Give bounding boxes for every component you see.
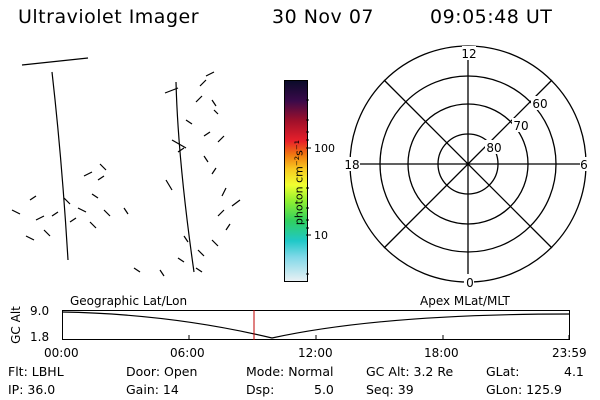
door-field: Door: Open (126, 364, 198, 379)
time-tick-1800: 18:00 (424, 346, 459, 360)
glat-value: 4.1 (564, 364, 584, 379)
alt-tick-9: 9.0 (30, 304, 50, 318)
colorbar-tick-100: 100 (314, 142, 335, 155)
polar-label-6: 6 (580, 158, 588, 172)
alt-tick-1.8: 1.8 (30, 330, 50, 344)
filter-field: Flt: LBHL (8, 364, 64, 379)
glat-label: GLat: (486, 364, 520, 379)
date-label: 30 Nov 07 (272, 6, 375, 28)
gain-field: Gain: 14 (126, 382, 179, 397)
glon-field: GLon: 125.9 (486, 382, 562, 397)
apex-mlat-mlt-label: Apex MLat/MLT (420, 294, 510, 308)
polar-lat-80: 80 (486, 141, 501, 155)
ip-field: IP: 36.0 (8, 382, 56, 397)
colorbar-unit-label: photon cm⁻²s⁻¹ (292, 139, 306, 226)
gc-alt-axis-label: GC Alt (9, 306, 23, 344)
color-scale-ticks (306, 99, 311, 275)
page-title: Ultraviolet Imager (18, 6, 200, 28)
color-scale-bar (284, 80, 308, 282)
time-label: 09:05:48 UT (430, 6, 553, 28)
polar-label-18: 18 (344, 158, 359, 172)
geographic-image-panel (11, 57, 241, 277)
colorbar-tick-10: 10 (314, 229, 328, 242)
polar-label-12: 12 (461, 47, 476, 61)
polar-plot: 12 18 6 0 60 70 80 (344, 45, 592, 290)
time-tick-0000: 00:00 (44, 346, 79, 360)
geographic-lat-lon-label: Geographic Lat/Lon (70, 294, 188, 308)
gc-alt-field: GC Alt: 3.2 Re (366, 364, 454, 379)
time-tick-2359: 23:59 (552, 346, 587, 360)
polar-lat-60: 60 (532, 97, 547, 111)
time-tick-1200: 12:00 (298, 346, 333, 360)
dsp-value: 5.0 (314, 382, 334, 397)
mode-field: Mode: Normal (246, 364, 334, 379)
polar-lat-70: 70 (513, 119, 528, 133)
dsp-label: Dsp: (246, 382, 275, 397)
time-tick-0600: 06:00 (170, 346, 205, 360)
altitude-track-plot (62, 310, 570, 340)
polar-label-0: 0 (466, 276, 474, 290)
seq-field: Seq: 39 (366, 382, 414, 397)
